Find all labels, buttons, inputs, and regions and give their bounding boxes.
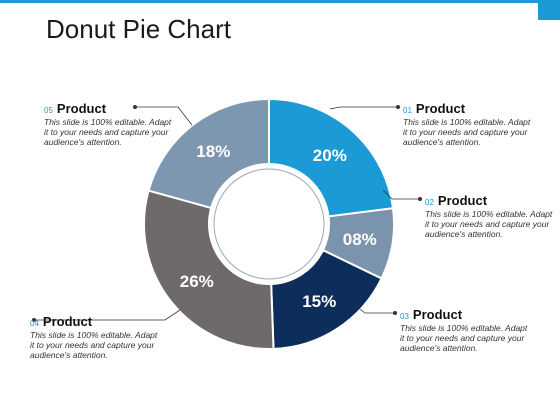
leader-line bbox=[135, 106, 193, 126]
page-title: Donut Pie Chart bbox=[46, 14, 231, 44]
top-accent-bar bbox=[0, 0, 560, 3]
callout-description: This slide is 100% editable. Adapt it to… bbox=[400, 323, 528, 353]
slice-value-label: 20% bbox=[313, 146, 347, 165]
leader-dot bbox=[418, 197, 422, 201]
donut-slice-05 bbox=[147, 97, 270, 210]
callout-05: 05 Product This slide is 100% editable. … bbox=[44, 101, 174, 147]
slice-value-label: 18% bbox=[196, 142, 230, 161]
callout-title: Product bbox=[42, 314, 93, 329]
leader-dot bbox=[32, 318, 36, 322]
callout-02: 02 Product This slide is 100% editable. … bbox=[425, 193, 555, 239]
leader-dot bbox=[396, 105, 400, 109]
slice-value-label: 08% bbox=[343, 230, 377, 249]
callout-number: 05 bbox=[44, 106, 53, 115]
callout-01: 01 Product This slide is 100% editable. … bbox=[403, 101, 533, 147]
slice-value-label: 15% bbox=[302, 292, 336, 311]
leader-line bbox=[354, 304, 395, 314]
leader-line bbox=[34, 309, 181, 321]
callout-number: 02 bbox=[425, 198, 434, 207]
leader-dot bbox=[133, 105, 137, 109]
leader-line bbox=[329, 106, 398, 110]
callout-04: 04 Product This slide is 100% editable. … bbox=[30, 314, 160, 360]
callout-title: Product bbox=[412, 307, 463, 322]
callout-number: 04 bbox=[30, 319, 39, 328]
callout-title: Product bbox=[56, 101, 107, 116]
corner-accent bbox=[538, 0, 560, 20]
callout-description: This slide is 100% editable. Adapt it to… bbox=[425, 209, 553, 239]
callout-description: This slide is 100% editable. Adapt it to… bbox=[44, 117, 172, 147]
donut-slice-01 bbox=[268, 97, 395, 218]
callout-number: 01 bbox=[403, 106, 412, 115]
callout-number: 03 bbox=[400, 312, 409, 321]
donut-slice-04 bbox=[143, 189, 275, 350]
callout-description: This slide is 100% editable. Adapt it to… bbox=[30, 330, 158, 360]
slice-value-label: 26% bbox=[180, 272, 214, 291]
callout-title: Product bbox=[415, 101, 466, 116]
leader-line bbox=[382, 189, 420, 200]
callout-title: Product bbox=[437, 193, 488, 208]
callout-description: This slide is 100% editable. Adapt it to… bbox=[403, 117, 531, 147]
leader-dot bbox=[393, 311, 397, 315]
callout-03: 03 Product This slide is 100% editable. … bbox=[400, 307, 530, 353]
inner-ring bbox=[213, 168, 325, 280]
